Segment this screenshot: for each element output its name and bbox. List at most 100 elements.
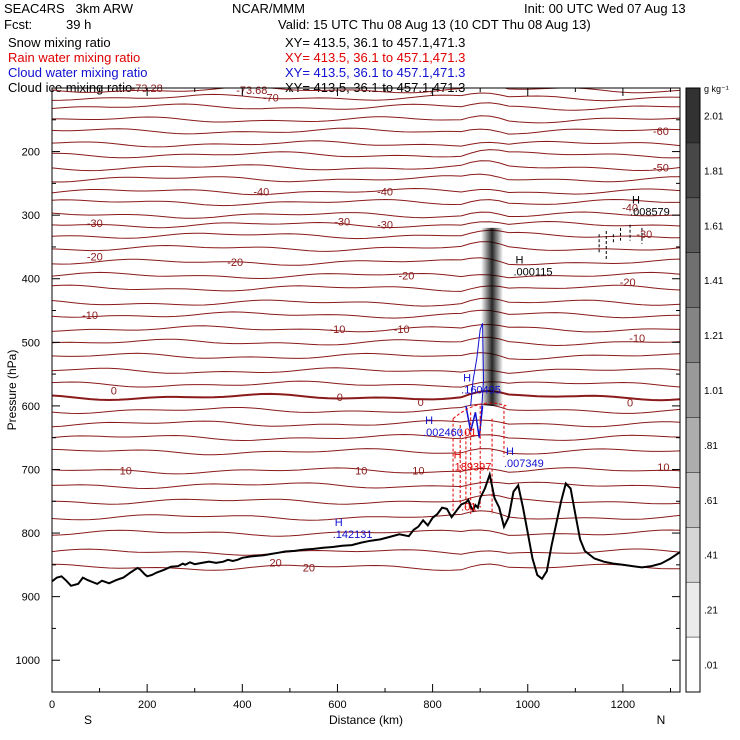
- max-value-label: .189397: [452, 462, 492, 474]
- temperature-contour-line: [52, 284, 680, 292]
- north-label: N: [657, 713, 666, 727]
- x-tick-label: 400: [233, 699, 251, 711]
- temperature-contour-line: [52, 198, 680, 207]
- colorbar-units: g kg⁻¹: [704, 84, 729, 94]
- temperature-contour-line: [52, 115, 680, 124]
- temperature-contour-label: -70: [263, 93, 279, 105]
- temperature-contour-label: -20: [398, 271, 414, 283]
- max-marker: H: [515, 254, 523, 266]
- temperature-contour-label: 10: [657, 462, 669, 474]
- temperature-contour-label: -40: [253, 187, 269, 199]
- temperature-contour-line: [52, 297, 680, 307]
- colorbar-label: 1.41: [704, 276, 724, 287]
- max-value-label: .142131: [333, 529, 373, 541]
- x-tick-label: 600: [328, 699, 346, 711]
- y-tick-label: 400: [22, 274, 40, 286]
- max-marker: H: [335, 517, 343, 529]
- temperature-contour-label: -20: [620, 277, 636, 289]
- south-label: S: [84, 713, 92, 727]
- max-value-label: .008579: [630, 207, 670, 219]
- temperature-contour-label: -30: [377, 220, 393, 232]
- temperature-contour-line: [52, 323, 680, 333]
- y-tick-label: 800: [22, 528, 40, 540]
- max-value-label: .007349: [504, 458, 544, 470]
- max-value-label: .01: [461, 502, 476, 514]
- x-tick-label: 800: [423, 699, 441, 711]
- temperature-contour-line: [52, 211, 680, 219]
- terrain-line: [52, 470, 680, 587]
- temperature-contour-line: [52, 529, 680, 537]
- temperature-contour-line: [52, 160, 680, 172]
- max-value-label: .002460: [423, 427, 463, 439]
- temperature-contour-label: 0: [337, 392, 343, 404]
- temperature-contour-line: [52, 563, 680, 571]
- fcst-label: Fcst:: [4, 17, 33, 32]
- colorbar-label: 1.61: [704, 221, 724, 232]
- max-marker: H: [632, 195, 640, 207]
- temperature-contour-label: 0: [111, 386, 117, 398]
- temperature-contour-label: -10: [629, 333, 645, 345]
- colorbar-segment: [686, 197, 700, 253]
- temperature-contour-label: -20: [227, 257, 243, 269]
- temperature-contour-label: -40: [622, 203, 638, 215]
- y-tick-label: 600: [22, 401, 40, 413]
- temperature-contour-line: [52, 367, 680, 374]
- temperature-contour-line: [52, 102, 680, 111]
- temperature-contour-line: [52, 433, 680, 442]
- fcst-value: 39 h: [66, 17, 92, 32]
- temperature-contour-label: -60: [653, 126, 669, 138]
- colorbar-segment: [686, 582, 700, 638]
- field-snow-xy: XY= 413.5, 36.1 to 457.1,471.3: [285, 35, 466, 50]
- y-tick-label: 500: [22, 337, 40, 349]
- colorbar-segment: [686, 307, 700, 363]
- center-title: NCAR/MMM: [232, 1, 305, 16]
- temperature-contour-line: [52, 149, 680, 159]
- temperature-contour-line: [52, 88, 680, 94]
- temperature-contour-line: [52, 127, 680, 135]
- x-tick-label: 1000: [516, 699, 540, 711]
- temperature-contour-line: [52, 336, 680, 347]
- colorbar-segment: [686, 527, 700, 583]
- max-value-label: .000115: [513, 266, 552, 278]
- colorbar-segment: [686, 472, 700, 528]
- y-tick-label: 700: [22, 464, 40, 476]
- colorbar-label: 2.01: [704, 111, 724, 122]
- temperature-contour-line: [52, 352, 680, 361]
- colorbar-segment: [686, 362, 700, 418]
- temperature-contour-line: [52, 380, 680, 388]
- temperature-contour-line: [52, 173, 680, 183]
- temperature-contour-label: 0: [627, 398, 633, 410]
- x-tick-label: 200: [138, 699, 156, 711]
- colorbar-segment: [686, 637, 700, 692]
- colorbar-segment: [686, 417, 700, 473]
- colorbar-label: 1.21: [704, 331, 724, 342]
- field-rain-xy: XY= 413.5, 36.1 to 457.1,471.3: [285, 50, 466, 65]
- temperature-contour-line: [52, 389, 680, 402]
- field-cloudwater-name: Cloud water mixing ratio: [8, 65, 148, 80]
- temperature-contour-line: [52, 229, 680, 240]
- temperature-contour-label: -30: [87, 218, 103, 230]
- temperature-contour-line: [52, 510, 680, 521]
- temperature-contour-label: 10: [120, 466, 132, 478]
- temperature-contour-line: [52, 548, 680, 556]
- temperature-contour-line: [52, 419, 680, 428]
- temperature-contour-line: [52, 481, 680, 490]
- colorbar-label: .01: [704, 661, 718, 672]
- colorbar-segment: [686, 142, 700, 198]
- temperature-contour-label: 20: [269, 557, 281, 569]
- colorbar-label: 1.81: [704, 166, 724, 177]
- colorbar-segment: [686, 88, 700, 143]
- plot-frame: [51, 87, 681, 693]
- y-tick-label: 300: [22, 210, 40, 222]
- temperature-contour-line: [52, 448, 680, 456]
- temperature-contour-line: [52, 220, 680, 229]
- colorbar-segment: [686, 252, 700, 308]
- temperature-contour-line: [52, 309, 680, 319]
- temperature-contour-label: -30: [334, 217, 350, 229]
- snow-mixing-plume: [481, 227, 504, 406]
- temperature-contour-label: -40: [377, 187, 393, 199]
- temperature-contour-line: [52, 271, 680, 280]
- temperature-contour-label: 10: [412, 466, 424, 478]
- valid-time: Valid: 15 UTC Thu 08 Aug 13 (10 CDT Thu …: [278, 17, 591, 32]
